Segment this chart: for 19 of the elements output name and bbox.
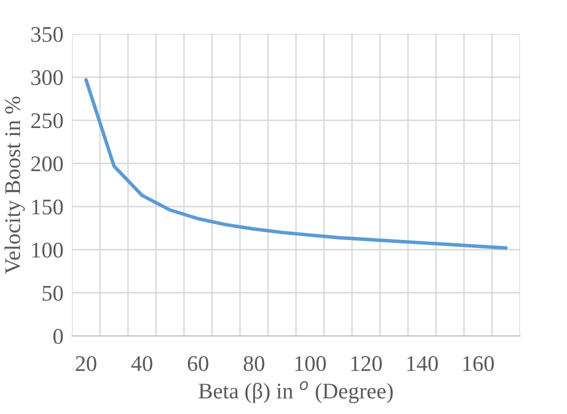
y-tick-label: 100	[32, 242, 63, 258]
y-tick-label: 0	[53, 328, 63, 344]
x-tick-label: 40	[131, 356, 152, 372]
y-tick-label: 300	[31, 70, 63, 86]
y-tick-label: 250	[31, 113, 63, 128]
x-tick-label: 100	[295, 356, 326, 372]
y-axis-title: Velocity Boost in %	[4, 96, 25, 274]
x-tick-label: 120	[351, 356, 382, 372]
y-tick-label: 350	[31, 26, 63, 42]
y-tick-label: 50	[42, 286, 63, 301]
x-tick-label: 80	[244, 356, 264, 372]
x-tick-label: 160	[463, 356, 494, 372]
x-axis-title: Beta (β) in $^{o}$ (Degree)	[198, 381, 393, 404]
x-tick-label: 60	[188, 356, 208, 372]
y-tick-label: 150	[32, 200, 63, 214]
line-series	[84, 78, 508, 250]
x-tick-label: 20	[76, 356, 96, 372]
x-tick-label: 140	[407, 356, 438, 372]
y-tick-label: 200	[31, 156, 63, 172]
